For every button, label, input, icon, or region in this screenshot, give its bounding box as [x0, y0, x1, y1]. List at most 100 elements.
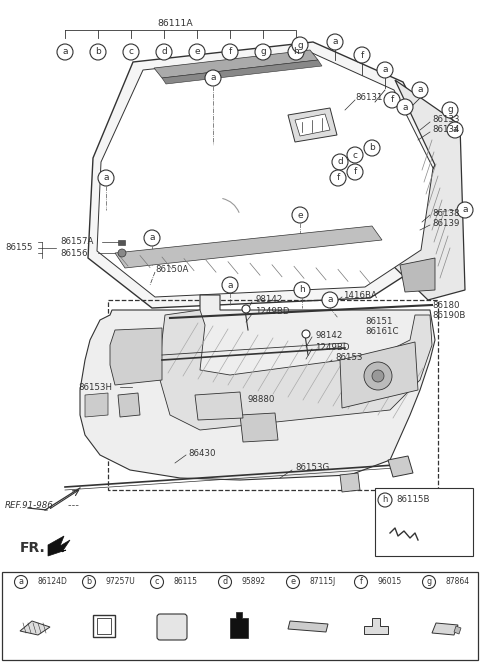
Polygon shape: [160, 310, 432, 430]
Polygon shape: [97, 618, 111, 634]
Circle shape: [364, 140, 380, 156]
Text: a: a: [149, 233, 155, 243]
Text: a: a: [327, 296, 333, 304]
Polygon shape: [93, 615, 115, 637]
Polygon shape: [80, 295, 435, 480]
Text: h: h: [382, 495, 388, 505]
Polygon shape: [118, 393, 140, 417]
Text: f: f: [360, 577, 362, 587]
Text: 86111A: 86111A: [157, 19, 193, 29]
Text: a: a: [462, 206, 468, 215]
Circle shape: [222, 44, 238, 60]
Text: 86138: 86138: [432, 208, 459, 217]
Text: a: a: [103, 174, 109, 182]
Circle shape: [302, 330, 310, 338]
Text: a: a: [452, 125, 458, 135]
Text: b: b: [95, 48, 101, 56]
Text: 86131: 86131: [355, 93, 383, 103]
Text: a: a: [332, 38, 338, 46]
Circle shape: [14, 575, 27, 589]
Text: 86180: 86180: [432, 300, 459, 310]
Polygon shape: [288, 108, 337, 142]
Circle shape: [287, 575, 300, 589]
Text: 86151: 86151: [365, 318, 393, 326]
Text: a: a: [227, 280, 233, 290]
Circle shape: [156, 44, 172, 60]
Text: 86161C: 86161C: [365, 328, 398, 337]
Text: 86139: 86139: [432, 219, 459, 227]
Circle shape: [330, 170, 346, 186]
Polygon shape: [288, 621, 328, 632]
Circle shape: [123, 44, 139, 60]
Text: 86115B: 86115B: [396, 495, 430, 505]
Text: f: f: [360, 50, 364, 60]
Circle shape: [292, 37, 308, 53]
Text: a: a: [382, 66, 388, 74]
Circle shape: [457, 202, 473, 218]
Circle shape: [332, 154, 348, 170]
Polygon shape: [400, 258, 435, 292]
Polygon shape: [340, 473, 360, 492]
Polygon shape: [88, 42, 445, 308]
Text: 86134: 86134: [432, 125, 459, 135]
Text: 86115: 86115: [174, 577, 198, 587]
Polygon shape: [154, 50, 318, 78]
Circle shape: [83, 575, 96, 589]
Text: 86124D: 86124D: [38, 577, 68, 587]
Bar: [118, 240, 125, 245]
Circle shape: [447, 122, 463, 138]
Circle shape: [322, 292, 338, 308]
Circle shape: [118, 249, 126, 257]
Text: 1416BA: 1416BA: [343, 290, 377, 300]
Polygon shape: [230, 612, 248, 638]
Text: e: e: [290, 577, 296, 587]
Text: g: g: [297, 40, 303, 50]
Polygon shape: [454, 626, 461, 634]
Text: g: g: [447, 105, 453, 115]
Text: FR.: FR.: [20, 541, 46, 555]
Polygon shape: [388, 456, 413, 477]
Text: 87864: 87864: [446, 577, 470, 587]
Circle shape: [144, 230, 160, 246]
Text: a: a: [402, 103, 408, 111]
Text: a: a: [417, 86, 423, 95]
Text: d: d: [161, 48, 167, 56]
Text: c: c: [155, 577, 159, 587]
Polygon shape: [240, 413, 278, 442]
Circle shape: [347, 164, 363, 180]
Text: h: h: [293, 48, 299, 56]
Circle shape: [57, 44, 73, 60]
Polygon shape: [115, 226, 382, 268]
Circle shape: [218, 575, 231, 589]
Circle shape: [327, 34, 343, 50]
Text: d: d: [222, 577, 228, 587]
Circle shape: [98, 170, 114, 186]
Text: 98880: 98880: [248, 396, 276, 404]
Text: a: a: [19, 577, 24, 587]
Text: f: f: [228, 48, 232, 56]
Polygon shape: [20, 621, 50, 635]
Circle shape: [422, 575, 435, 589]
Polygon shape: [340, 342, 418, 408]
Circle shape: [294, 282, 310, 298]
Circle shape: [442, 102, 458, 118]
Circle shape: [90, 44, 106, 60]
Circle shape: [347, 147, 363, 163]
Text: REF.91-986: REF.91-986: [5, 501, 54, 509]
Text: c: c: [129, 48, 133, 56]
Text: 1249BD: 1249BD: [255, 308, 289, 316]
Circle shape: [377, 62, 393, 78]
Text: 97257U: 97257U: [106, 577, 136, 587]
Text: 86430: 86430: [188, 448, 216, 457]
Text: f: f: [353, 168, 357, 176]
Text: 1249BD: 1249BD: [315, 343, 349, 351]
Circle shape: [412, 82, 428, 98]
Text: 86153H: 86153H: [78, 383, 112, 391]
Text: f: f: [390, 95, 394, 105]
Polygon shape: [195, 392, 243, 420]
Circle shape: [384, 92, 400, 108]
Circle shape: [205, 70, 221, 86]
Text: 86153: 86153: [335, 353, 362, 363]
Text: 86190B: 86190B: [432, 310, 466, 320]
Circle shape: [292, 207, 308, 223]
